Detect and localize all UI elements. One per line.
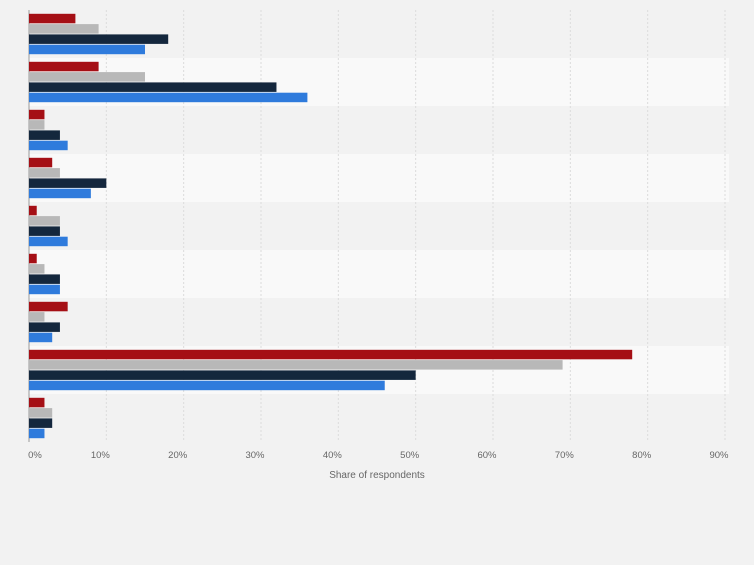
bar-series-4-row-9[interactable] (29, 428, 45, 439)
bars (29, 13, 633, 439)
bar-series-2-row-8[interactable] (29, 360, 563, 370)
bar-series-4-row-8[interactable] (29, 380, 385, 391)
row-band (29, 250, 729, 298)
x-tick-label: 30% (245, 450, 265, 461)
bar-series-4-row-5[interactable] (29, 236, 68, 247)
x-tick-label: 70% (555, 450, 575, 461)
bar-series-4-row-2[interactable] (29, 92, 308, 103)
bar-series-3-row-4[interactable] (29, 178, 107, 188)
bar-series-1-row-9[interactable] (29, 397, 45, 408)
x-tick-label: 60% (477, 450, 497, 461)
gridlines (28, 10, 726, 442)
bar-series-1-row-4[interactable] (29, 157, 53, 168)
bar-series-4-row-7[interactable] (29, 332, 53, 343)
bar-series-3-row-5[interactable] (29, 226, 60, 236)
bar-series-2-row-2[interactable] (29, 72, 145, 82)
bar-series-4-row-3[interactable] (29, 140, 68, 151)
bar-series-3-row-3[interactable] (29, 130, 60, 140)
x-tick-label: 50% (400, 450, 420, 461)
bar-series-2-row-5[interactable] (29, 216, 60, 226)
bar-series-1-row-1[interactable] (29, 13, 76, 24)
x-tick-label: 0% (28, 450, 42, 461)
bar-series-1-row-7[interactable] (29, 301, 68, 312)
x-tick-label: 80% (632, 450, 652, 461)
bar-series-2-row-6[interactable] (29, 264, 45, 274)
bar-series-4-row-4[interactable] (29, 188, 91, 199)
bar-series-4-row-1[interactable] (29, 44, 145, 55)
bar-series-1-row-5[interactable] (29, 205, 37, 216)
bar-series-3-row-2[interactable] (29, 82, 277, 92)
row-band (29, 298, 729, 346)
bar-series-2-row-4[interactable] (29, 168, 60, 178)
bar-series-3-row-9[interactable] (29, 418, 53, 428)
x-tick-labels: 0% 10% 20% 30% 40% 50% 60% 70% 80% 90% (28, 450, 729, 461)
x-tick-label: 40% (323, 450, 343, 461)
bar-series-3-row-7[interactable] (29, 322, 60, 332)
bar-series-1-row-6[interactable] (29, 253, 37, 264)
bar-series-3-row-8[interactable] (29, 370, 416, 380)
bar-series-2-row-1[interactable] (29, 24, 99, 34)
row-band (29, 154, 729, 202)
x-tick-label: 10% (91, 450, 111, 461)
row-band (29, 106, 729, 154)
x-tick-label: 90% (709, 450, 729, 461)
row-band (29, 10, 729, 58)
bar-series-2-row-7[interactable] (29, 312, 45, 322)
bar-series-1-row-2[interactable] (29, 61, 99, 72)
bar-series-2-row-9[interactable] (29, 408, 53, 418)
bar-series-3-row-1[interactable] (29, 34, 169, 44)
bar-series-2-row-3[interactable] (29, 120, 45, 130)
bar-series-1-row-8[interactable] (29, 349, 633, 360)
bar-series-1-row-3[interactable] (29, 109, 45, 120)
bar-series-4-row-6[interactable] (29, 284, 60, 295)
row-band (29, 202, 729, 250)
bar-series-3-row-6[interactable] (29, 274, 60, 284)
x-axis-label: Share of respondents (329, 470, 425, 481)
row-band (29, 394, 729, 442)
x-tick-label: 20% (168, 450, 188, 461)
